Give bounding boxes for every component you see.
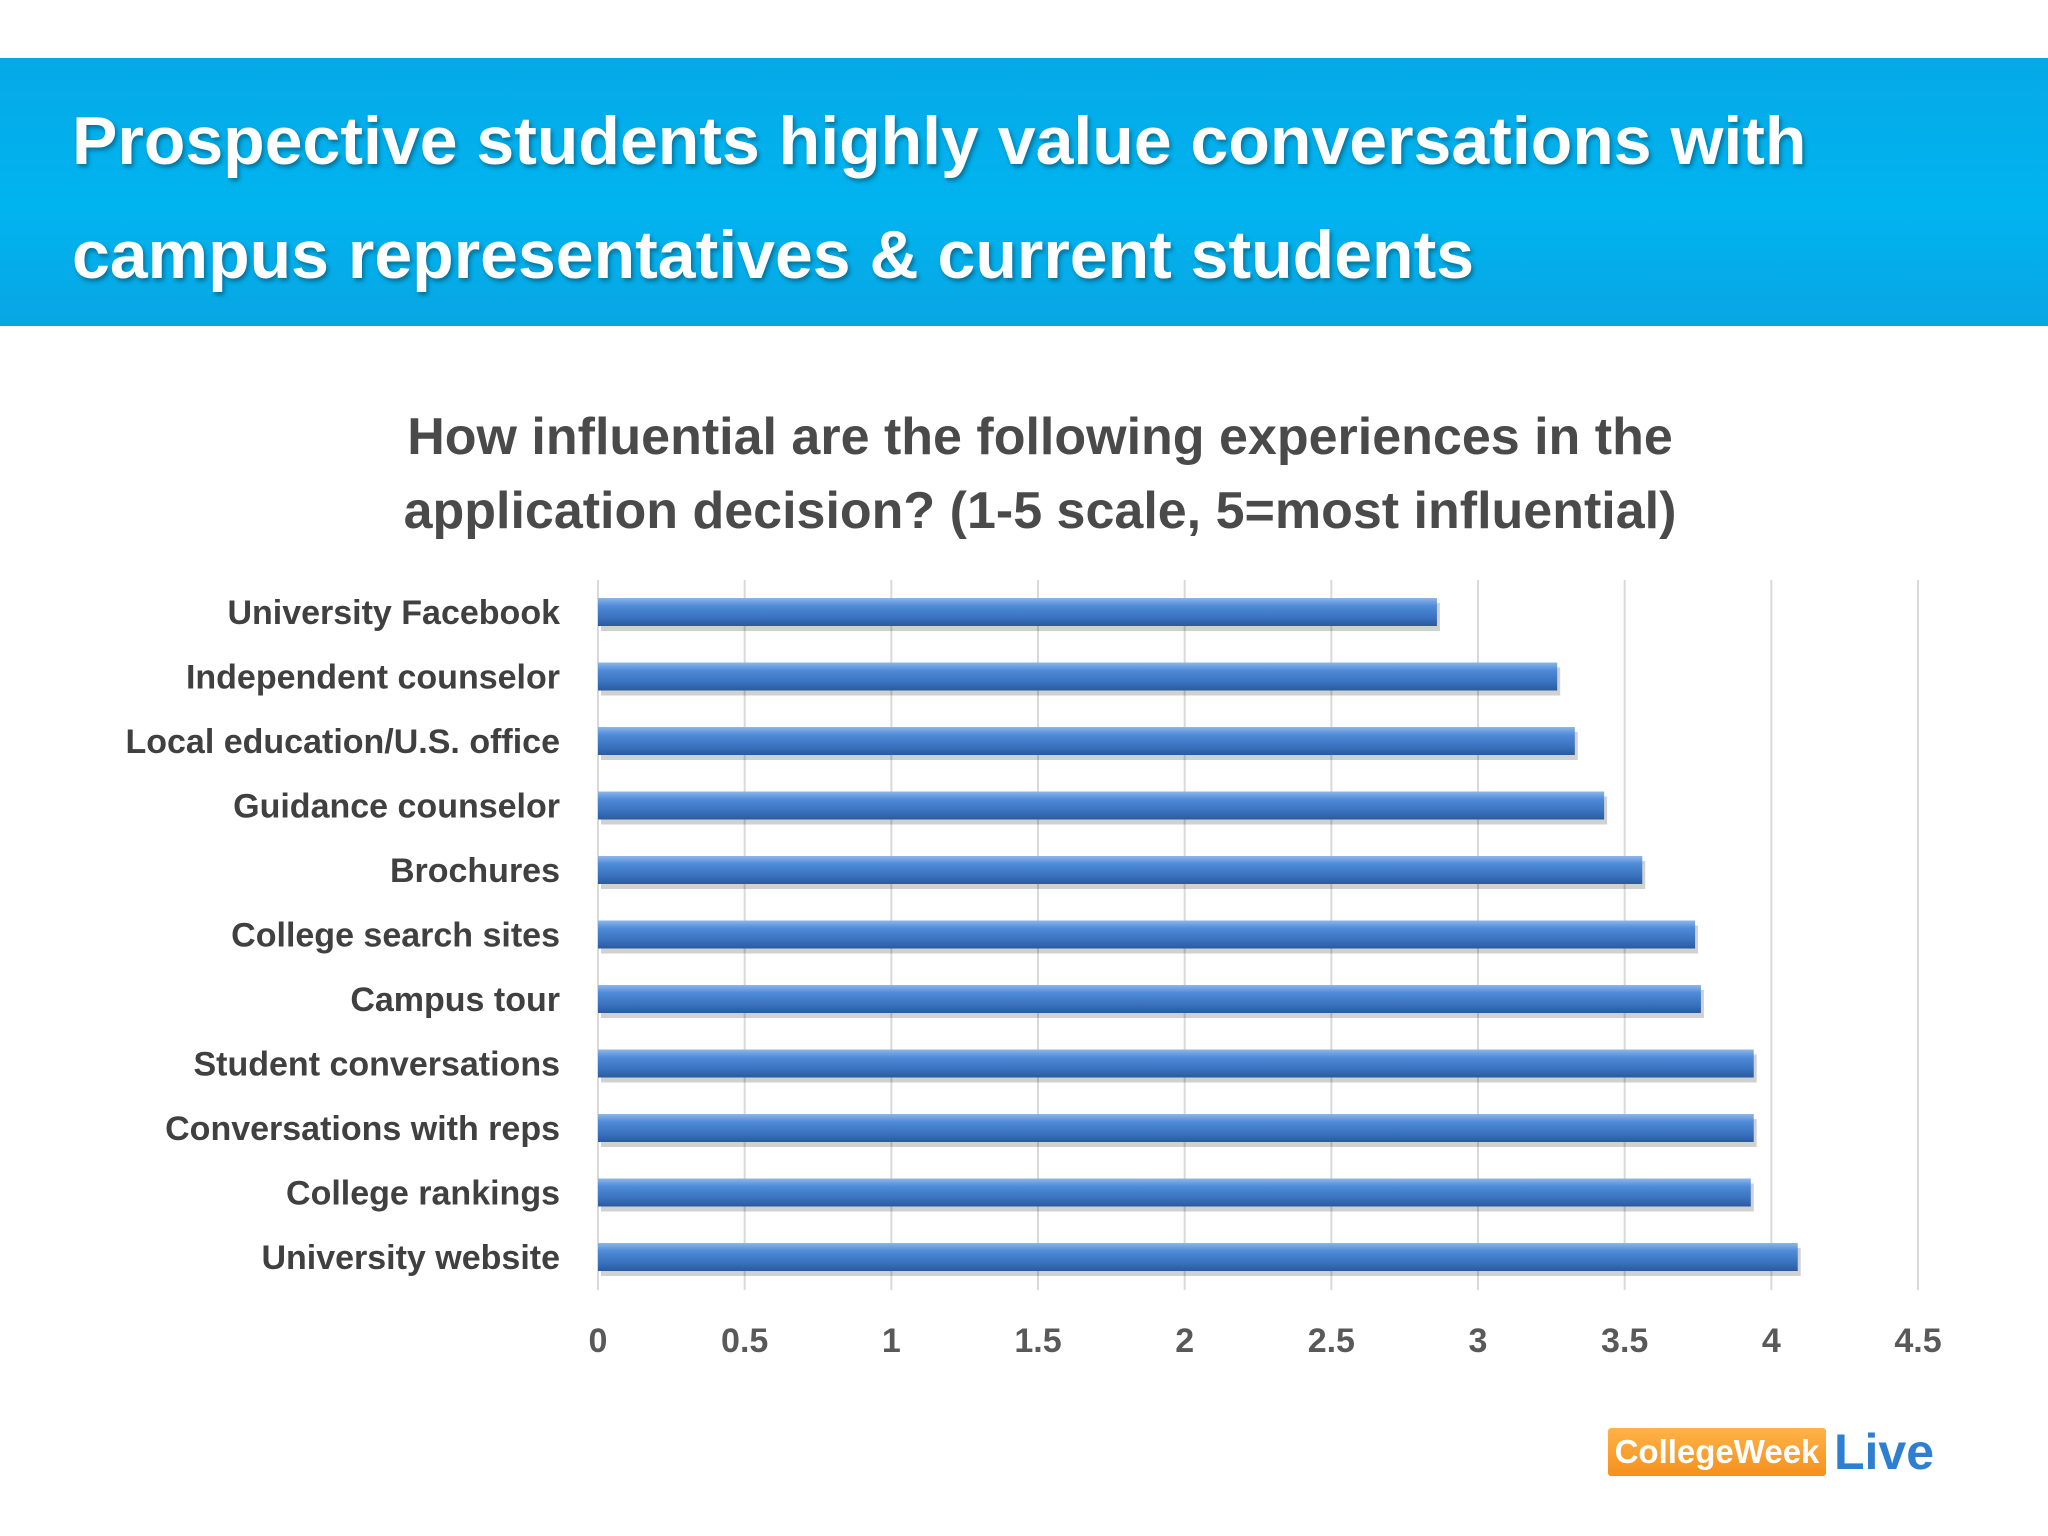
logo-badge (1608, 1428, 1826, 1476)
category-label: University Facebook (227, 594, 560, 632)
bar (598, 791, 1605, 820)
bar-chart: 0 0.5 1 1.5 2 2.5 3 3.5 4 4.5 University Facebook I… (125, 580, 1942, 1360)
x-tick-label: 2 (1175, 1322, 1194, 1360)
bar (598, 856, 1643, 884)
x-tick-label: 3.5 (1601, 1322, 1648, 1360)
category-label: Student conversations (193, 1046, 560, 1084)
category-label: Guidance counselor (233, 788, 560, 826)
bar (598, 1178, 1751, 1207)
bar (598, 598, 1437, 626)
bar (598, 662, 1558, 691)
category-label: University website (261, 1239, 560, 1277)
collegeweek-live-logo: CollegeWeek Live (1608, 1422, 1940, 1482)
bar (598, 727, 1575, 755)
logo-live: Live (1834, 1424, 1935, 1480)
x-tick-label: 0.5 (721, 1322, 768, 1360)
x-tick-label: 0 (589, 1322, 608, 1360)
category-label: Brochures (390, 852, 560, 890)
category-label: College rankings (286, 1175, 560, 1213)
chart-title: How influential are the following experi… (403, 408, 1677, 540)
x-tick-label: 4 (1762, 1322, 1781, 1360)
bar (598, 920, 1696, 949)
bar (598, 985, 1701, 1013)
category-label: Local education/U.S. office (125, 723, 560, 761)
category-label: Conversations with reps (165, 1110, 560, 1148)
x-tick-label: 4.5 (1894, 1322, 1941, 1360)
x-tick-label: 1 (882, 1322, 901, 1360)
bar (598, 1114, 1754, 1142)
bar (598, 1049, 1754, 1078)
slide-title: Prospective students highly value conver… (72, 103, 1807, 293)
logo-word: CollegeWeek (1614, 1433, 1820, 1470)
bar (598, 1243, 1798, 1271)
x-tick-label: 3 (1469, 1322, 1488, 1360)
x-tick-label: 2.5 (1308, 1322, 1355, 1360)
category-label: Independent counselor (186, 659, 560, 697)
category-label: College search sites (231, 917, 560, 955)
category-label: Campus tour (350, 981, 560, 1019)
title-banner (0, 58, 2048, 326)
x-tick-label: 1.5 (1014, 1322, 1061, 1360)
